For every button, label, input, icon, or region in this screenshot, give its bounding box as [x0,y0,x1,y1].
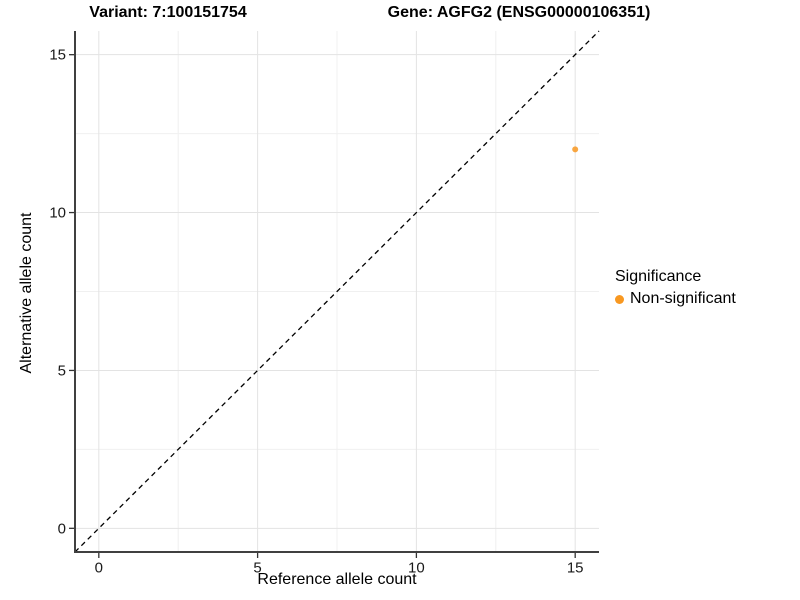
x-tick-label: 10 [408,559,425,576]
y-tick-label: 15 [49,47,66,64]
variant-title: Variant: 7:100151754 [89,4,247,21]
legend-item: Non-significant [615,290,736,308]
legend-item-label: Non-significant [630,290,736,307]
y-tick-label: 5 [58,362,66,379]
legend-title: Significance [615,268,702,285]
gene-title: Gene: AGFG2 (ENSG00000106351) [387,4,651,21]
y-axis-title: Alternative allele count [18,212,35,374]
identity-line [74,30,600,553]
x-tick-label: 5 [253,559,261,576]
x-tick-label: 15 [567,559,584,576]
x-tick-label: 0 [95,559,103,576]
y-tick-label: 10 [49,205,66,222]
x-axis-title: Reference allele count [257,571,417,588]
legend: Significance Non-significant [615,268,736,308]
data-point [572,146,579,153]
y-tick-label: 0 [58,520,66,537]
legend-point-icon [615,294,624,304]
